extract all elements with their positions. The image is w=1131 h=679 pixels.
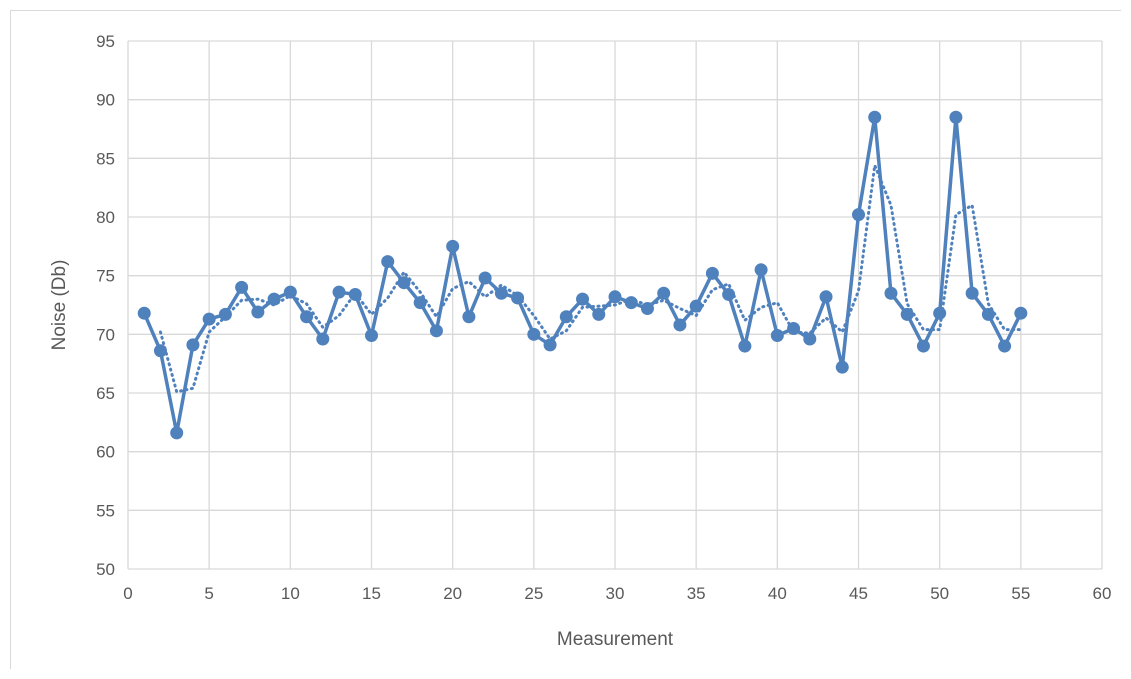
data-point-marker	[218, 307, 232, 321]
y-tick-label: 85	[96, 149, 115, 168]
data-point-marker	[722, 287, 736, 301]
chart-frame: 0 5 10 15 20 25 30 35 40 45 50 55 60 50 55 60 65 70 75 80 8…	[10, 10, 1121, 669]
data-point-marker	[819, 290, 833, 304]
data-point-marker	[900, 307, 914, 321]
data-point-marker	[787, 321, 801, 335]
y-tick-label: 50	[96, 560, 115, 579]
data-point-marker	[397, 276, 411, 290]
y-tick-label: 65	[96, 384, 115, 403]
x-tick-label: 30	[606, 584, 625, 603]
data-point-marker	[689, 299, 703, 313]
data-point-marker	[413, 296, 427, 310]
data-point-marker	[153, 344, 167, 358]
data-point-marker	[348, 287, 362, 301]
data-point-marker	[933, 306, 947, 320]
data-point-marker	[283, 285, 297, 299]
data-point-marker	[1014, 306, 1028, 320]
measurement-series	[137, 110, 1028, 440]
y-tick-label: 55	[96, 501, 115, 520]
data-point-marker	[137, 306, 151, 320]
data-point-marker	[316, 332, 330, 346]
data-point-marker	[852, 208, 865, 222]
data-point-marker	[576, 292, 590, 306]
x-tick-label: 15	[362, 584, 381, 603]
x-tick-label: 10	[281, 584, 300, 603]
data-point-marker	[835, 360, 849, 374]
data-point-marker	[965, 286, 979, 300]
data-point-marker	[803, 332, 817, 346]
x-tick-label: 0	[123, 584, 132, 603]
x-tick-label: 25	[524, 584, 543, 603]
x-tick-label: 55	[1011, 584, 1030, 603]
data-point-marker	[998, 339, 1012, 353]
data-point-marker	[705, 266, 719, 280]
data-point-marker	[478, 271, 492, 285]
data-point-marker	[624, 296, 638, 310]
data-point-marker	[543, 338, 557, 352]
y-tick-label: 70	[96, 325, 115, 344]
x-tick-label: 5	[204, 584, 213, 603]
data-point-marker	[608, 290, 622, 304]
x-axis-title: Measurement	[557, 629, 674, 650]
x-tick-label: 20	[443, 584, 462, 603]
y-tick-label: 90	[96, 91, 115, 110]
data-point-marker	[673, 318, 687, 332]
data-point-marker	[754, 263, 768, 277]
y-axis-title: Noise (Db)	[49, 260, 70, 351]
x-tick-label: 35	[687, 584, 706, 603]
data-point-marker	[868, 110, 882, 124]
noise-line-chart: 0 5 10 15 20 25 30 35 40 45 50 55 60 50 55 60 65 70 75 80 8…	[49, 32, 1111, 650]
data-point-marker	[170, 426, 184, 440]
data-point-marker	[592, 307, 606, 321]
data-point-marker	[884, 286, 898, 300]
y-axis-tick-labels: 50 55 60 65 70 75 80 85 90 95	[96, 32, 115, 579]
y-tick-label: 80	[96, 208, 115, 227]
data-point-marker	[202, 312, 216, 326]
data-point-marker	[527, 327, 541, 341]
data-point-marker	[949, 110, 963, 124]
gridlines	[127, 40, 1103, 570]
data-point-marker	[559, 310, 573, 324]
y-tick-label: 95	[96, 32, 115, 51]
data-point-marker	[251, 305, 265, 319]
trend-line	[158, 159, 1023, 394]
data-point-marker	[657, 286, 671, 300]
data-point-marker	[494, 286, 508, 300]
x-tick-label: 45	[849, 584, 868, 603]
data-point-marker	[381, 255, 395, 269]
x-tick-label: 60	[1093, 584, 1112, 603]
data-point-marker	[186, 338, 200, 352]
data-point-marker	[365, 329, 378, 343]
data-point-marker	[511, 291, 525, 305]
data-point-marker	[640, 302, 654, 316]
data-point-marker	[429, 324, 443, 338]
data-point-marker	[462, 310, 476, 324]
x-tick-label: 40	[768, 584, 787, 603]
data-point-marker	[235, 280, 249, 294]
trend-series	[158, 159, 1023, 394]
y-tick-label: 60	[96, 443, 115, 462]
data-point-marker	[300, 310, 314, 324]
x-axis-tick-labels: 0 5 10 15 20 25 30 35 40 45 50 55 60	[123, 584, 1111, 603]
y-tick-label: 75	[96, 267, 115, 286]
data-point-marker	[332, 285, 346, 299]
data-point-marker	[267, 292, 281, 306]
data-point-marker	[981, 307, 995, 321]
data-point-marker	[770, 329, 784, 343]
x-tick-label: 50	[930, 584, 949, 603]
data-point-marker	[916, 339, 930, 353]
data-point-marker	[446, 239, 460, 253]
data-point-marker	[738, 339, 752, 353]
